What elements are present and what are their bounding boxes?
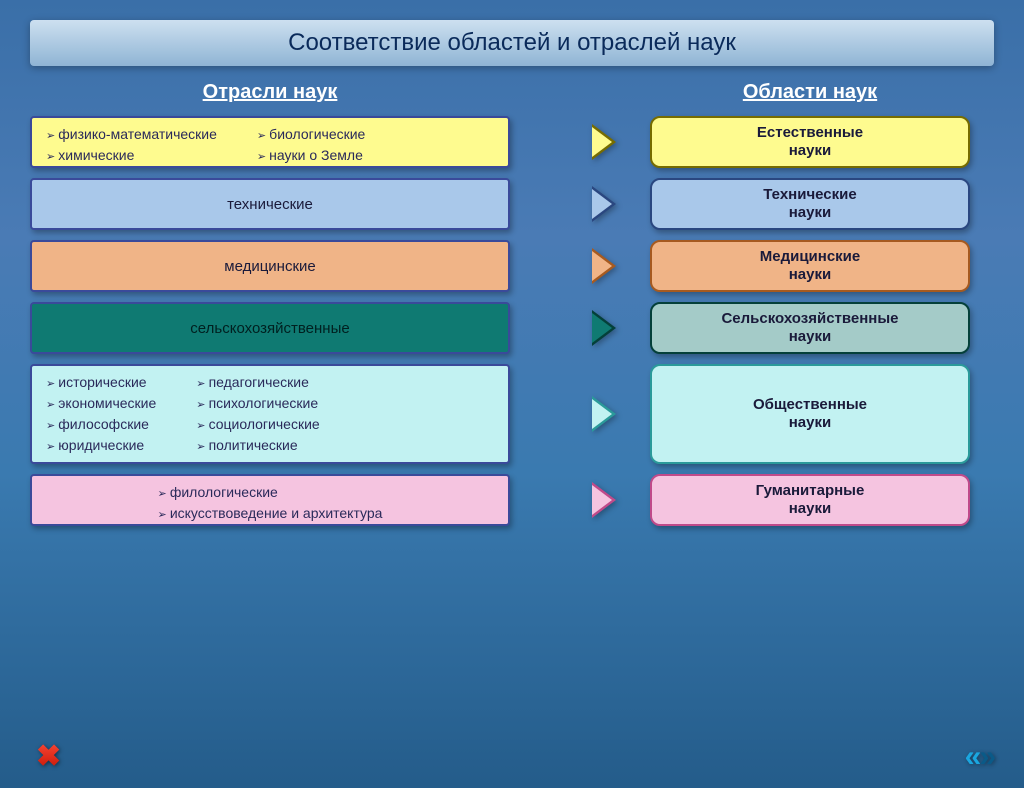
fields-header: Области наук bbox=[650, 81, 970, 104]
slide-title: Соответствие областей и отраслей наук bbox=[30, 20, 994, 66]
slide-title-text: Соответствие областей и отраслей наук bbox=[288, 29, 736, 57]
prev-button[interactable]: « bbox=[965, 740, 974, 774]
field-label: Гуманитарныенауки bbox=[756, 482, 865, 518]
branch-item: исторические bbox=[46, 372, 156, 393]
nav-bar: ✖ « » bbox=[0, 739, 1024, 774]
branch-item: искусствоведение и архитектура bbox=[158, 503, 383, 524]
branch-label: медицинские bbox=[224, 258, 316, 275]
branch-item: психологические bbox=[196, 393, 319, 414]
field-label: Техническиенауки bbox=[763, 186, 856, 222]
branch-box: технические bbox=[30, 178, 510, 230]
arrow bbox=[544, 116, 616, 168]
branch-item: педагогические bbox=[196, 372, 319, 393]
field-label: Естественныенауки bbox=[757, 124, 863, 160]
branch-item: политические bbox=[196, 435, 319, 456]
branch-item: социологические bbox=[196, 414, 319, 435]
field-label: Сельскохозяйственныенауки bbox=[721, 310, 898, 346]
arrow bbox=[544, 178, 616, 230]
field-box: Сельскохозяйственныенауки bbox=[650, 302, 970, 354]
branch-label: технические bbox=[227, 196, 313, 213]
field-box: Медицинскиенауки bbox=[650, 240, 970, 292]
branch-item: экономические bbox=[46, 393, 156, 414]
branch-item: философские bbox=[46, 414, 156, 435]
branch-box: медицинские bbox=[30, 240, 510, 292]
field-label: Медицинскиенауки bbox=[760, 248, 861, 284]
branch-item: филологические bbox=[158, 482, 383, 503]
branch-box: физико-математическиехимические биологиче… bbox=[30, 116, 510, 168]
branch-item: физико-математические bbox=[46, 124, 217, 145]
field-box: Техническиенауки bbox=[650, 178, 970, 230]
branches-header: Отрасли наук bbox=[30, 81, 510, 104]
branch-box: сельскохозяйственные bbox=[30, 302, 510, 354]
branch-item: науки о Земле bbox=[257, 145, 365, 166]
fields-column: Области наук Естественныенауки Технически… bbox=[650, 81, 970, 536]
branch-item: юридические bbox=[46, 435, 156, 456]
arrow bbox=[544, 364, 616, 464]
branches-column: Отрасли наук физико-математическиехимиче… bbox=[30, 81, 510, 536]
arrow bbox=[544, 302, 616, 354]
field-box: Общественныенауки bbox=[650, 364, 970, 464]
arrows-column: . bbox=[510, 81, 650, 536]
branch-box: историческиеэкономическиефилософскиеюрид… bbox=[30, 364, 510, 464]
close-icon[interactable]: ✖ bbox=[36, 739, 61, 774]
branch-item: биологические bbox=[257, 124, 365, 145]
arrow bbox=[544, 474, 616, 526]
branch-box: филологическиеискусствоведение и архитек… bbox=[30, 474, 510, 526]
field-box: Естественныенауки bbox=[650, 116, 970, 168]
field-box: Гуманитарныенауки bbox=[650, 474, 970, 526]
field-label: Общественныенауки bbox=[753, 396, 867, 432]
diagram: Отрасли наук физико-математическиехимиче… bbox=[0, 81, 1024, 536]
next-button[interactable]: » bbox=[979, 740, 988, 774]
arrow bbox=[544, 240, 616, 292]
branch-label: сельскохозяйственные bbox=[190, 320, 349, 337]
branch-item: химические bbox=[46, 145, 217, 166]
